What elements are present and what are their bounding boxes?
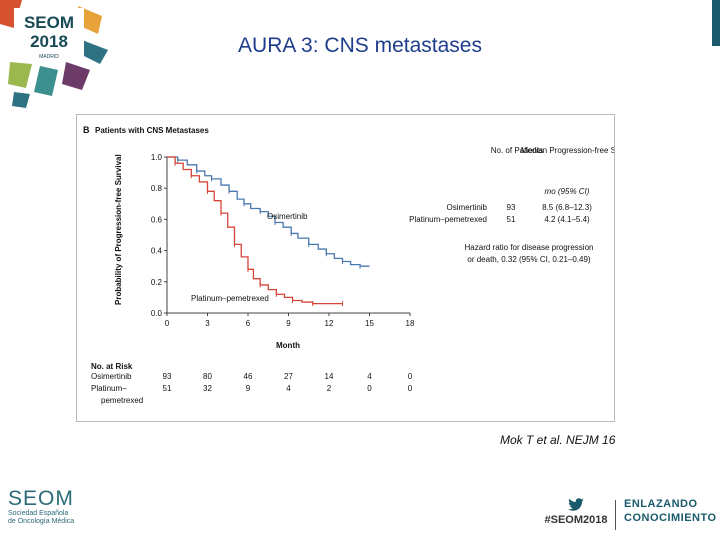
y-axis-label: Probability of Progression-free Survival [114,154,123,305]
x-axis-label: Month [276,341,300,350]
twitter-hashtag-block: #SEOM2018 [536,498,616,534]
at-risk-value: 51 [163,384,172,393]
at-risk-value: 93 [163,372,172,381]
tagline-line-2: CONOCIMIENTO [624,512,717,524]
km-curve-series-2 [167,156,343,305]
at-risk-value: 4 [367,372,372,381]
legend-row-2-name: Platinum–pemetrexed [409,215,487,224]
at-risk-value: 0 [408,372,413,381]
at-risk-value: 27 [284,372,293,381]
panel-title: Patients with CNS Metastases [95,126,209,135]
panel-letter: B [83,125,90,135]
seom-footer-logo: SEOM Sociedad Española de Oncología Médi… [8,488,98,536]
logo-line2: 2018 [30,32,68,51]
curve-label-1: Osimertinib [267,212,308,221]
y-tick-label: 0.0 [151,309,163,318]
x-tick-label: 12 [325,319,334,328]
y-tick-label: 0.6 [151,215,163,224]
curve-label-2: Platinum–pemetrexed [191,294,269,303]
logo-line3: MADRID [39,54,59,60]
at-risk-value: 14 [325,372,334,381]
x-tick-label: 15 [365,319,374,328]
x-tick-label: 0 [165,319,170,328]
slide-title: AURA 3: CNS metastases [238,34,482,57]
at-risk-value: 46 [244,372,253,381]
at-risk-value: 0 [367,384,372,393]
footer-divider [615,500,616,530]
seom-footer-sub-1: Sociedad Española [8,510,69,517]
at-risk-value: 9 [246,384,251,393]
tagline-line-1: ENLAZANDO [624,498,698,510]
at-risk-value: 4 [286,384,291,393]
x-tick-label: 9 [286,319,291,328]
seom-footer-sub-2: de Oncología Médica [8,518,75,525]
legend-header-median: Median Progression-free Survival [521,146,614,155]
tagline: ENLAZANDO CONOCIMIENTO [624,497,717,525]
at-risk-row-label: Platinum– [91,384,127,393]
at-risk-title: No. at Risk [91,362,133,371]
hashtag: #SEOM2018 [544,514,608,526]
citation: Mok T et al. NEJM 16 [500,433,616,447]
legend-header-patients: No. of Patients [491,146,543,155]
at-risk-value: 80 [203,372,212,381]
at-risk-value: 32 [203,384,212,393]
legend-row-2-patients: 51 [507,215,516,224]
at-risk-value: 0 [408,384,413,393]
legend-row-1-patients: 93 [507,203,516,212]
x-tick-label: 18 [406,319,415,328]
figure-panel: B Patients with CNS Metastases Probabili… [76,114,615,422]
y-tick-label: 0.8 [151,184,163,193]
at-risk-row-label: pemetrexed [101,396,143,405]
y-tick-label: 1.0 [151,153,163,162]
twitter-bird-icon [568,498,584,511]
x-tick-label: 3 [205,319,210,328]
seom-2018-logo: SEOM 2018 MADRID [0,0,108,108]
x-tick-label: 6 [246,319,251,328]
legend-units: mo (95% CI) [545,187,590,196]
at-risk-value: 2 [327,384,332,393]
logo-line1: SEOM [24,13,74,32]
legend-row-1-median: 8.5 (6.8–12.3) [542,203,592,212]
km-curve-series-1 [167,156,370,267]
y-tick-label: 0.4 [151,247,163,256]
legend-row-1-name: Osimertinib [447,203,488,212]
seom-footer-word: SEOM [8,487,74,510]
km-chart: B Patients with CNS Metastases Probabili… [83,125,614,405]
at-risk-row-label: Osimertinib [91,372,132,381]
corner-accent-bar [712,0,720,46]
legend-row-2-median: 4.2 (4.1–5.4) [544,215,590,224]
hazard-ratio-line-2: or death, 0.32 (95% CI, 0.21–0.49) [467,255,591,264]
y-tick-label: 0.2 [151,278,163,287]
hazard-ratio-line-1: Hazard ratio for disease progression [465,243,594,252]
